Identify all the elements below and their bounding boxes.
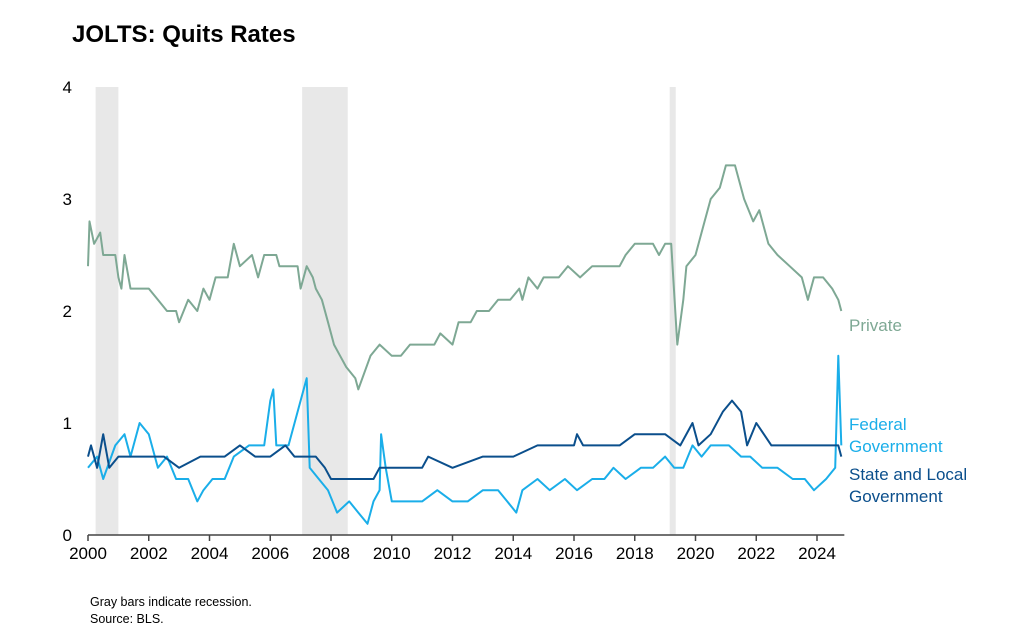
series-label: Private <box>849 316 902 335</box>
axes: 2000 2002 2004 2006 2008 2010 2012 2014 2016 2018… <box>63 78 845 563</box>
x-tick-label: 2020 <box>677 544 715 563</box>
x-tick-label: 2022 <box>737 544 775 563</box>
x-tick-label: 2024 <box>798 544 836 563</box>
x-tick-label: 2002 <box>130 544 168 563</box>
x-tick-label: 2014 <box>494 544 532 563</box>
recession-bar <box>95 87 119 535</box>
series-label: Government <box>849 487 943 506</box>
y-tick-label: 4 <box>63 78 72 97</box>
series-label: Government <box>849 437 943 456</box>
recession-bar <box>669 87 676 535</box>
x-tick-label: 2018 <box>616 544 654 563</box>
series-labels: Private Federal Government State and Local G… <box>849 316 967 506</box>
y-tick-label: 1 <box>63 414 72 433</box>
x-tick-label: 2006 <box>251 544 289 563</box>
y-tick-label: 3 <box>63 190 72 209</box>
series-label: Federal <box>849 415 907 434</box>
y-tick-label: 2 <box>63 302 72 321</box>
x-tick-label: 2016 <box>555 544 593 563</box>
recession-note: Gray bars indicate recession. <box>90 595 252 609</box>
x-tick-label: 2010 <box>373 544 411 563</box>
series-line-state-and-local-government <box>87 399 843 480</box>
x-tick-label: 2004 <box>191 544 229 563</box>
series-lines <box>87 164 843 525</box>
chart-title: JOLTS: Quits Rates <box>72 21 296 48</box>
series-line-private <box>87 164 843 391</box>
y-tick-label: 0 <box>63 526 72 545</box>
x-tick-label: 2000 <box>69 544 107 563</box>
x-tick-label: 2008 <box>312 544 350 563</box>
source-note: Source: BLS. <box>90 612 164 626</box>
x-tick-label: 2012 <box>434 544 472 563</box>
series-label: State and Local <box>849 465 967 484</box>
series-line-federal-government <box>87 354 843 525</box>
